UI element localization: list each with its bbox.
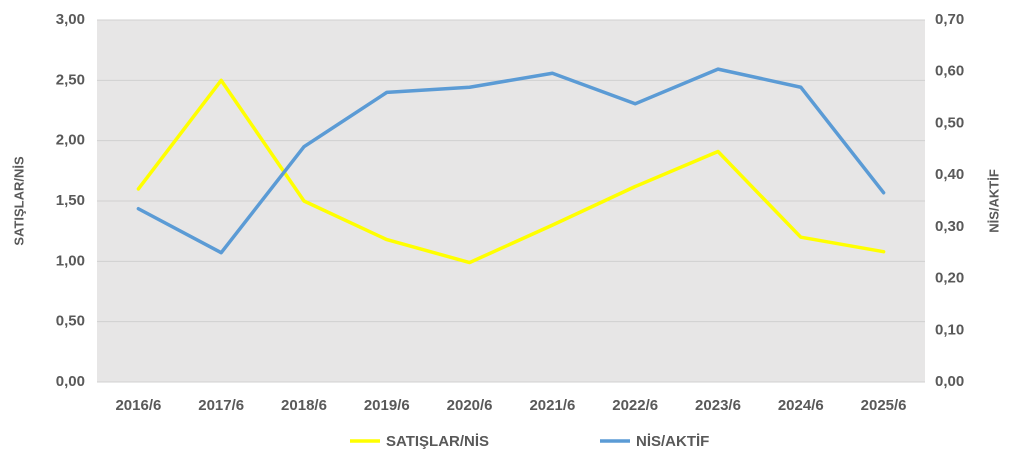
series-line [136,67,886,255]
series-line [136,78,886,265]
y-tick-label: 1,00 [56,252,85,269]
legend-label: NİS/AKTİF [636,433,709,450]
x-tick-label: 2021/6 [529,397,575,414]
y2-tick-label: 0,30 [935,218,964,235]
y2-tick-label: 0,10 [935,321,964,338]
y-tick-label: 2,00 [56,132,85,149]
y2-tick-label: 0,40 [935,166,964,183]
x-tick-label: 2020/6 [447,397,493,414]
y-tick-label: 3,00 [56,11,85,28]
x-tick-label: 2018/6 [281,397,327,414]
x-tick-label: 2022/6 [612,397,658,414]
x-tick-label: 2024/6 [778,397,824,414]
legend-label: SATIŞLAR/NİS [386,433,489,450]
y-tick-label: 0,00 [56,373,85,390]
x-tick-label: 2023/6 [695,397,741,414]
y2-tick-label: 0,70 [935,11,964,28]
y2-tick-label: 0,60 [935,63,964,80]
y-tick-label: 0,50 [56,313,85,330]
y-axis-title: SATIŞLAR/NİS [11,156,26,246]
x-tick-label: 2019/6 [364,397,410,414]
x-tick-label: 2025/6 [861,397,907,414]
x-tick-label: 2017/6 [198,397,244,414]
y2-axis-title: NİS/AKTİF [986,169,1001,233]
y-tick-label: 1,50 [56,192,85,209]
x-tick-label: 2016/6 [115,397,161,414]
y-tick-label: 2,50 [56,71,85,88]
y2-tick-label: 0,00 [935,373,964,390]
y2-tick-label: 0,50 [935,114,964,131]
y2-tick-label: 0,20 [935,270,964,287]
